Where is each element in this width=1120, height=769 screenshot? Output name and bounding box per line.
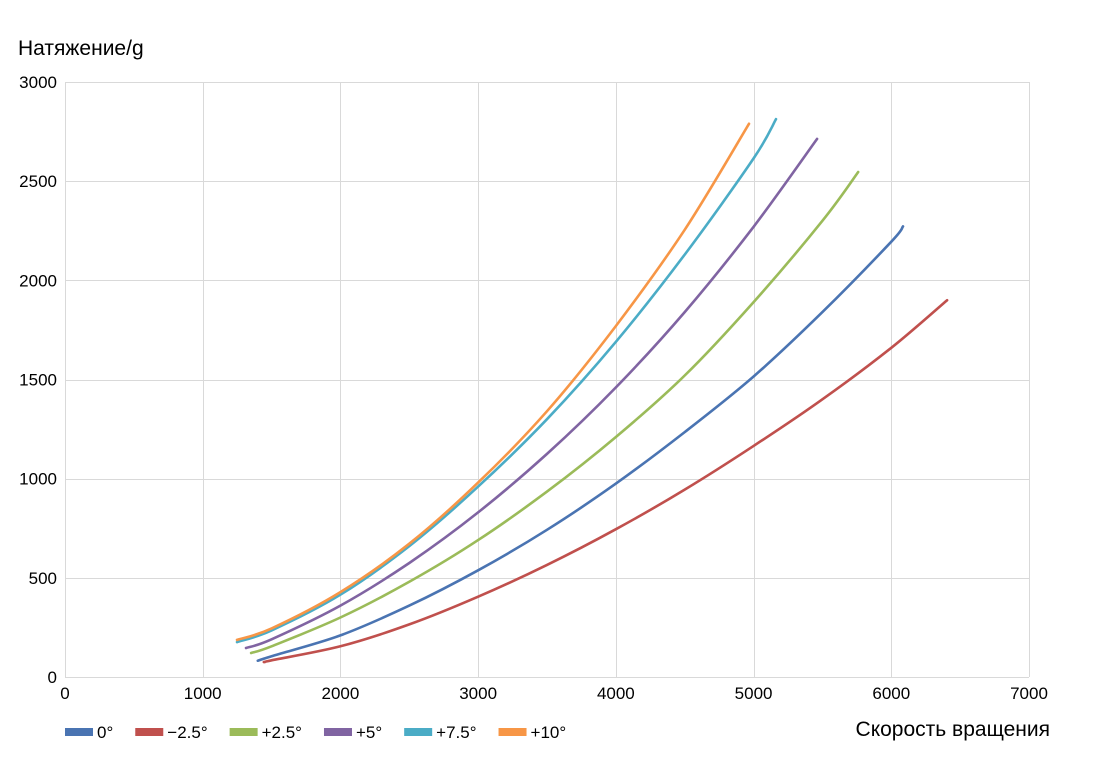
series-line-5 (235, 122, 751, 642)
legend-swatch (65, 728, 93, 736)
x-tick-label: 6000 (872, 684, 910, 703)
legend-item: +7.5° (404, 723, 477, 742)
series-line-2 (249, 170, 860, 655)
legend-swatch (135, 728, 164, 736)
series-line-0 (256, 225, 905, 662)
legend: 0° −2.5° +2.5° +5° +7.5° +10° (65, 723, 566, 742)
y-tick-label: 1000 (19, 470, 57, 489)
series-lines (235, 117, 949, 664)
legend-label: +5° (356, 723, 382, 742)
y-tick-label: 0 (48, 668, 57, 687)
x-tick-label: 1000 (184, 684, 222, 703)
legend-item: +10° (498, 723, 567, 742)
legend-label: +2.5° (262, 723, 302, 742)
y-tick-label: 2000 (19, 271, 57, 290)
x-axis-ticks: 0 1000 2000 3000 4000 5000 6000 7000 (60, 684, 1048, 703)
y-tick-label: 500 (29, 569, 57, 588)
x-tick-label: 2000 (322, 684, 360, 703)
y-axis-ticks: 0 500 1000 1500 2000 2500 3000 (19, 73, 57, 687)
legend-label: 0° (97, 723, 113, 742)
series-line-1 (262, 298, 949, 664)
legend-label: −2.5° (167, 723, 207, 742)
legend-swatch (323, 728, 352, 736)
y-axis-title: Натяжение/g (18, 37, 144, 60)
series-line-4 (235, 117, 778, 644)
x-axis-title: Скорость вращения (856, 718, 1050, 741)
legend-item: 0° (65, 723, 113, 742)
x-tick-label: 4000 (597, 684, 635, 703)
x-tick-label: 3000 (459, 684, 497, 703)
x-tick-label: 5000 (735, 684, 773, 703)
legend-item: +5° (323, 723, 382, 742)
legend-swatch (229, 728, 258, 736)
y-tick-label: 1500 (19, 371, 57, 390)
legend-item: −2.5° (135, 723, 208, 742)
legend-item: +2.5° (229, 723, 302, 742)
legend-label: +10° (531, 723, 567, 742)
y-tick-label: 3000 (19, 73, 57, 92)
x-tick-label: 0 (60, 684, 69, 703)
gridlines (65, 82, 1030, 678)
legend-swatch (498, 728, 527, 736)
x-tick-label: 7000 (1010, 684, 1048, 703)
legend-label: +7.5° (436, 723, 476, 742)
series-line-3 (244, 137, 819, 650)
y-tick-label: 2500 (19, 172, 57, 191)
legend-swatch (404, 728, 433, 736)
